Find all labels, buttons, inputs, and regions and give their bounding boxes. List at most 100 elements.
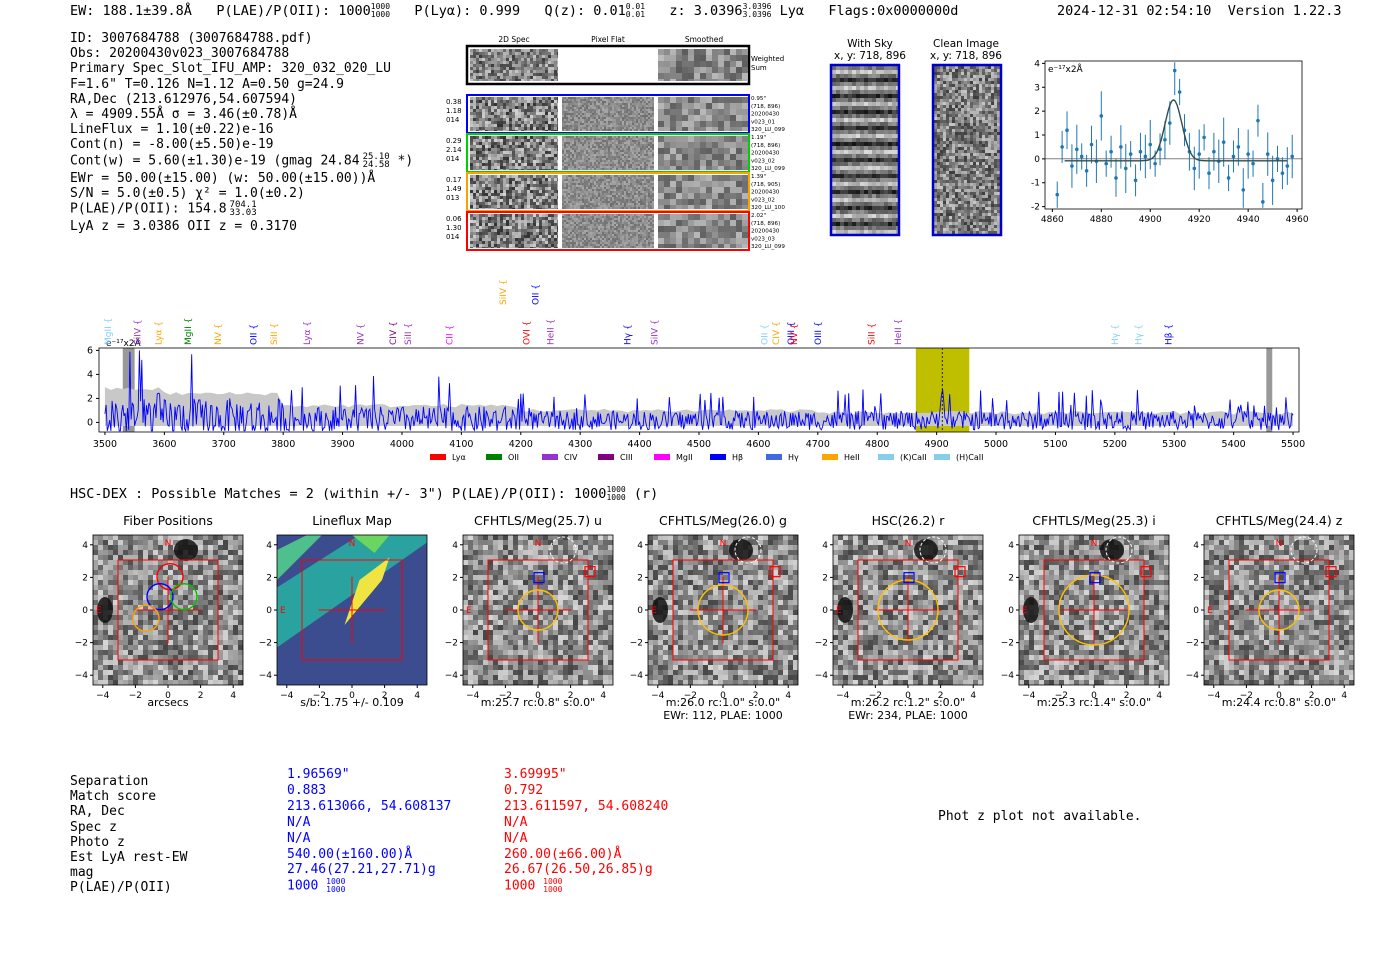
fit-axes-frame [1044, 60, 1303, 210]
spectral-line-label: SiII { [867, 323, 877, 345]
cutout-col-header: 2D Spec [498, 35, 529, 44]
fit-xtick-label: 4860 [1041, 215, 1064, 225]
spec-xtick-label: 3500 [93, 439, 117, 450]
label-est-ew: Est LyA rest-EW [70, 850, 188, 866]
fit-data-point [1075, 147, 1079, 152]
panel-xtick-label: 0 [535, 691, 541, 701]
spectral-line-label: SiIV { [134, 319, 144, 345]
legend-label: OII [508, 453, 519, 462]
fit-data-point [1207, 171, 1211, 175]
col2-plae-hi: 1000 [543, 877, 563, 887]
label-radec: RA, Dec [70, 804, 125, 820]
spectral-line-label: NV { [214, 324, 224, 345]
panel-ytick-label: −2 [1186, 639, 1199, 649]
match-hi: 1000 [606, 485, 626, 494]
panel-xtick-label: 0 [349, 691, 355, 701]
spectral-line-label: Hγ { [1111, 324, 1121, 345]
fit-data-point [1133, 178, 1138, 183]
weighted-2dspec [470, 49, 558, 81]
panel-xtick-label: 4 [230, 691, 236, 701]
compass-east: E [1207, 606, 1213, 616]
compass-north: N [535, 539, 542, 549]
info-radec: RA,Dec (213.612976,54.607594) [70, 91, 297, 107]
clean-image-coords: x, y: 718, 896 [930, 50, 1002, 62]
panel-title: Lineflux Map [312, 513, 392, 528]
fiber-left-stat: 014 [446, 233, 460, 241]
panel-xtick-label: 2 [198, 691, 204, 701]
spec-ytick-label: 6 [87, 345, 93, 356]
panel-frame [1203, 534, 1355, 686]
panel-ytick-label: 2 [637, 573, 643, 583]
legend-swatch [598, 454, 614, 460]
label-separation: Separation [70, 774, 149, 789]
panel-xtick-label: 4 [785, 691, 791, 701]
fit-data-point [1285, 164, 1290, 168]
fiber-smoothed [658, 136, 748, 170]
fit-data-point [1192, 166, 1197, 171]
fiber-right-info: (718, 905) [751, 182, 780, 188]
masked-region [1266, 348, 1273, 432]
counterpart-aperture [517, 589, 559, 631]
catalog-ellipse [919, 536, 947, 564]
col1-spec-z: N/A [287, 814, 311, 830]
panel-ytick-label: 2 [266, 573, 272, 583]
panel-ytick-label: 4 [637, 541, 643, 551]
panel-image: N E −4 −4 −2 −2 0 0 2 2 4 4 [815, 534, 984, 701]
fiber-right-info: 20200430 [751, 229, 780, 235]
fit-xtick-label: 4940 [1237, 215, 1260, 225]
fiber-left-stat: 014 [446, 155, 460, 163]
spectral-line-label: Hγ { [1135, 324, 1145, 345]
panel-caption-ewr: EWr: 112, PLAE: 1000 [663, 709, 783, 722]
compass-north: N [349, 539, 356, 549]
spectral-line-label: OVI { [523, 321, 533, 345]
info-cont-n: Cont(n) = -8.00(±5.50)e-19 [70, 137, 274, 153]
photz-unavailable: Phot z plot not available. [938, 809, 1142, 824]
panel-frame [647, 534, 799, 686]
counterpart-aperture [877, 579, 939, 641]
cutout-col-header: Smoothed [685, 35, 724, 44]
sky-clean-images [829, 63, 1003, 237]
label-match-score: Match score [70, 789, 157, 805]
clean-image-title: Clean Image x, y: 718, 896 [916, 38, 1016, 62]
spec-xtick-label: 3900 [330, 439, 354, 450]
col2-plae: 1000 [504, 878, 536, 894]
fit-data-point [1241, 188, 1246, 192]
fit-data-point [1256, 118, 1260, 123]
fit-data-point [1172, 68, 1177, 73]
panel-xtick-label: −2 [684, 691, 697, 701]
legend-swatch [430, 454, 446, 460]
fit-data-point [1084, 169, 1089, 173]
fiber-pixel-flat [562, 214, 654, 248]
fiber-smoothed [658, 97, 748, 131]
match-box-red [584, 566, 596, 578]
legend-label: (K)CaII [900, 453, 927, 462]
timestamp: 2024-12-31 02:54:10 [1057, 3, 1212, 19]
info-plae-row: P(LAE)/P(OII): 154.8 704.1 33.03 [70, 201, 413, 219]
fiber-circle-green [170, 582, 198, 611]
with-sky-title: With Sky x, y: 718, 896 [820, 38, 920, 62]
panel-ytick-label: 0 [637, 606, 643, 616]
panel-xtick-label: 0 [1276, 691, 1282, 701]
panel-ytick-label: −4 [259, 671, 273, 681]
bright-source [729, 539, 753, 561]
panel-xtick-label: 2 [938, 691, 944, 701]
fit-data-point [1119, 145, 1123, 149]
fiber-right-info: 2.02" [751, 213, 766, 219]
fiber-right-info: v023_02 [751, 158, 775, 164]
panel-xtick-label: 2 [1124, 691, 1130, 701]
info-cont-w: Cont(w) = 5.60(±1.30)e-19 (gmag 24.84 [70, 153, 360, 169]
fiber-right-info: 0.95" [751, 96, 766, 102]
panel-ytick-label: 2 [822, 573, 828, 583]
spectral-line-label: CIV { [389, 321, 399, 345]
spec-xtick-label: 4100 [449, 439, 473, 450]
with-sky-label: With Sky [847, 38, 893, 50]
counterpart-aperture [1258, 589, 1300, 631]
panel-frame [1018, 534, 1170, 686]
spectral-line-label: Lyα { [303, 321, 313, 345]
spectral-line-label: OII { [760, 324, 770, 345]
spec-xtick-label: 5400 [1222, 439, 1246, 450]
panel-image: N E −4 −4 −2 −2 0 0 2 2 4 4 [1001, 534, 1170, 701]
compass-east: E [96, 606, 102, 616]
panel-ytick-label: −4 [1186, 671, 1200, 681]
aperture-box [487, 559, 589, 661]
